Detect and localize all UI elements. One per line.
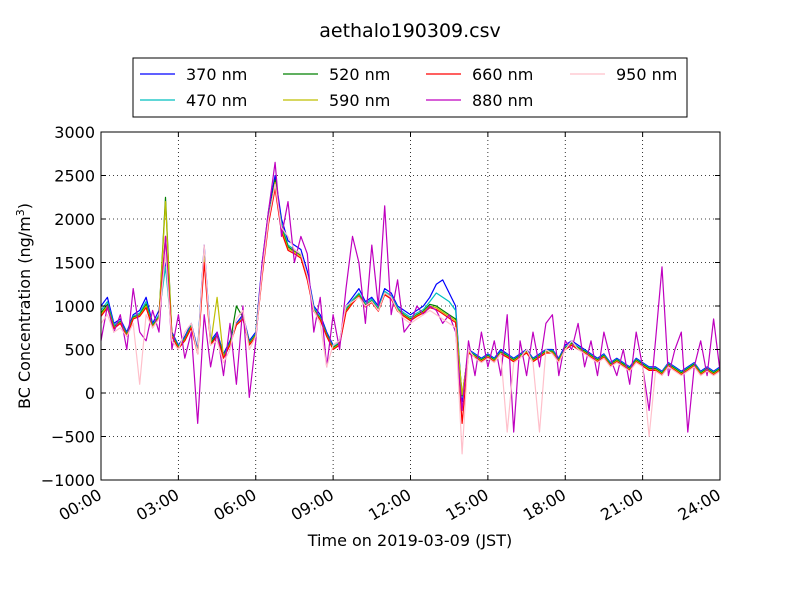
y-axis-label-superscript: 3 <box>14 209 27 216</box>
y-tick-label: 0 <box>85 384 95 403</box>
plot-area <box>101 132 720 480</box>
legend-box <box>132 57 688 118</box>
y-tick-label: 3000 <box>54 123 95 142</box>
axis-ticks <box>100 131 721 481</box>
y-tick-label: 2000 <box>54 210 95 229</box>
y-tick-label: 500 <box>64 341 95 360</box>
legend-label: 660 nm <box>472 65 533 84</box>
y-axis-label-main: BC Concentration (ng/m <box>15 216 34 409</box>
y-axis-label: BC Concentration (ng/m3) <box>14 203 35 409</box>
y-tick-labels: −1000 −500 0 500 1000 1500 2000 2500 3000 <box>41 123 95 490</box>
legend-label: 470 nm <box>186 91 247 110</box>
chart-title: aethalo190309.csv <box>319 20 501 42</box>
y-tick-label: 2500 <box>54 167 95 186</box>
legend: 370 nm 470 nm 520 nm 590 nm 660 nm 880 nm 950 … <box>132 57 688 118</box>
x-axis-label: Time on 2019-03-09 (JST) <box>307 531 512 550</box>
y-tick-label: −1000 <box>41 471 95 490</box>
series-line-950-nm <box>100 183 721 455</box>
y-tick-label: 1000 <box>54 297 95 316</box>
legend-label: 520 nm <box>329 65 390 84</box>
series-lines <box>100 161 721 455</box>
series-line-590-nm <box>100 181 721 396</box>
legend-label: 590 nm <box>329 91 390 110</box>
y-tick-label: −500 <box>51 428 95 447</box>
series-line-660-nm <box>100 188 721 424</box>
legend-label: 370 nm <box>186 65 247 84</box>
y-tick-label: 1500 <box>54 254 95 273</box>
legend-label: 950 nm <box>616 65 677 84</box>
y-axis-label-close: ) <box>15 203 34 209</box>
legend-label: 880 nm <box>472 91 533 110</box>
